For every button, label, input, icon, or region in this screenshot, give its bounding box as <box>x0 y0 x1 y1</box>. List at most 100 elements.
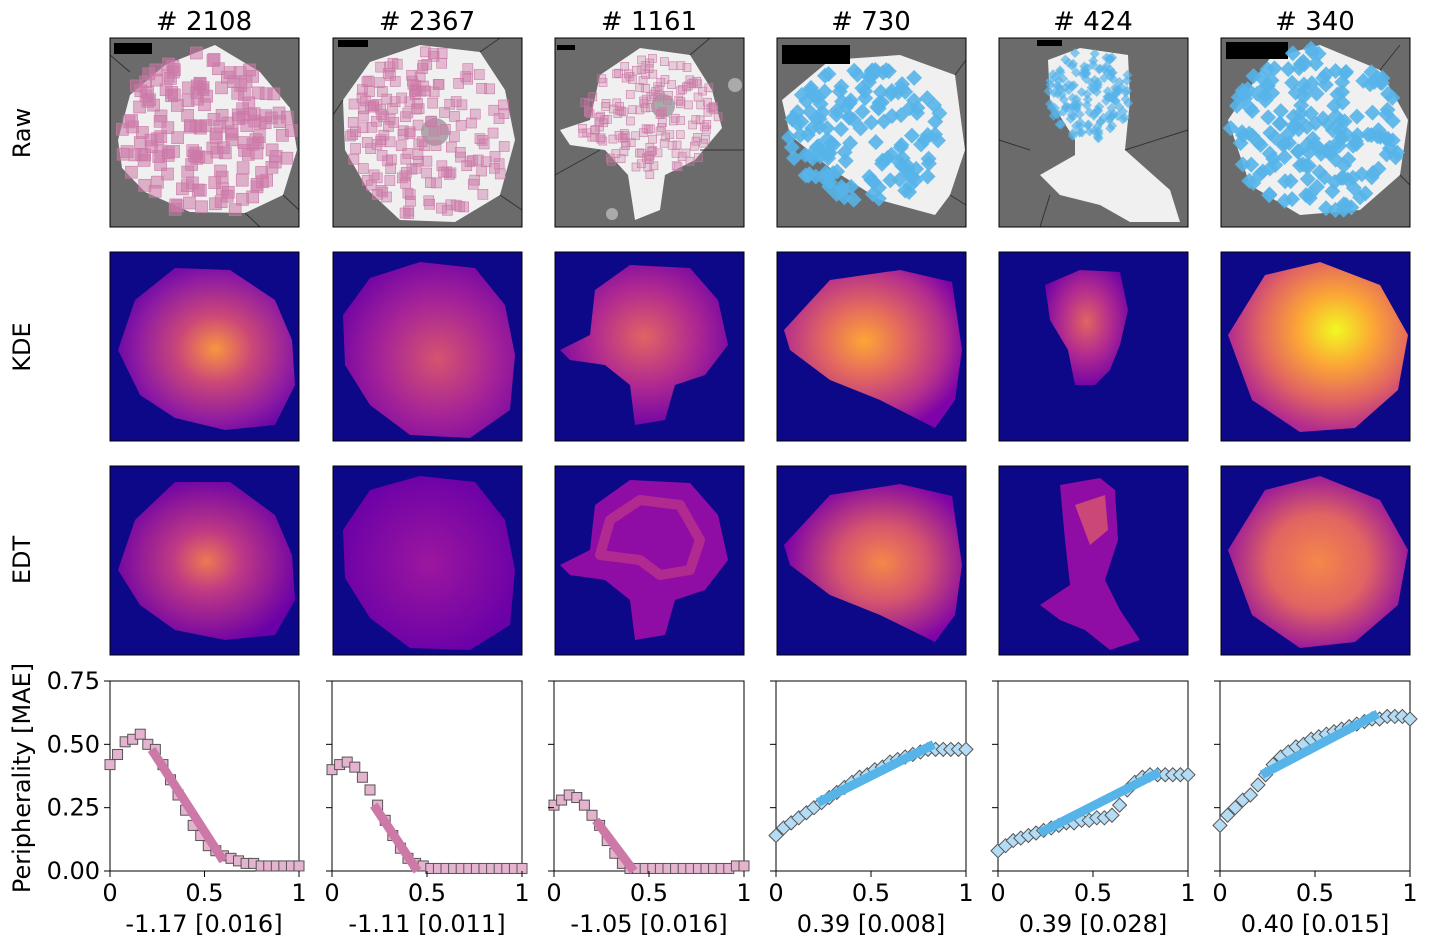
raw-point <box>820 66 837 83</box>
raw-point <box>1243 156 1260 173</box>
raw-point <box>1349 127 1366 144</box>
raw-point <box>440 123 451 135</box>
raw-point <box>1099 72 1110 83</box>
raw-point <box>907 172 924 189</box>
raw-point <box>193 183 207 197</box>
raw-point <box>236 102 250 116</box>
raw-point <box>631 131 640 141</box>
raw-point <box>427 97 439 109</box>
raw-point <box>1329 86 1346 103</box>
edt-panel-0 <box>109 465 300 656</box>
raw-point <box>417 63 428 74</box>
raw-point <box>449 111 460 122</box>
raw-point <box>689 78 698 88</box>
raw-point <box>400 111 411 123</box>
x-tick-label: 0.5 <box>1296 879 1334 907</box>
raw-panel-1 <box>332 37 523 228</box>
raw-point <box>828 102 845 119</box>
raw-point <box>929 132 946 149</box>
raw-point <box>357 163 369 174</box>
raw-point <box>854 80 871 97</box>
raw-point <box>831 83 848 100</box>
raw-point <box>409 89 421 100</box>
raw-point <box>376 150 388 161</box>
raw-point <box>584 107 593 117</box>
raw-point <box>1355 72 1372 89</box>
row-label-edt: EDT <box>8 536 36 585</box>
raw-point <box>446 141 457 153</box>
raw-point <box>400 178 411 189</box>
raw-point <box>621 138 631 148</box>
raw-point <box>366 121 378 133</box>
raw-point <box>367 101 379 113</box>
x-tick-label: 1 <box>1402 879 1417 907</box>
raw-point <box>438 166 449 178</box>
kde-panel-4 <box>998 251 1189 442</box>
panel-label-0: -1.17 [0.016] <box>125 910 282 938</box>
raw-point <box>200 151 213 164</box>
raw-points-4 <box>1043 48 1134 144</box>
data-point <box>1402 711 1418 727</box>
raw-point <box>1092 131 1103 142</box>
raw-point <box>704 83 714 93</box>
raw-point <box>387 103 398 114</box>
raw-point <box>1364 104 1381 121</box>
data-point <box>104 759 116 771</box>
raw-point <box>676 97 686 106</box>
raw-point <box>700 122 709 132</box>
raw-point <box>181 94 195 108</box>
x-tick-label: 0.5 <box>852 879 890 907</box>
raw-point <box>1048 110 1059 121</box>
raw-point <box>161 167 174 181</box>
raw-point <box>1092 77 1103 88</box>
raw-point <box>1084 107 1095 118</box>
raw-point <box>476 134 488 146</box>
raw-point <box>837 152 854 169</box>
raw-point <box>423 195 435 207</box>
raw-point <box>656 78 666 87</box>
raw-point <box>613 109 623 118</box>
raw-point <box>598 78 608 87</box>
raw-point <box>708 102 718 111</box>
y-tick-label: 0.75 <box>47 667 100 695</box>
raw-point <box>431 177 442 189</box>
raw-point <box>181 165 195 179</box>
raw-point <box>635 148 644 158</box>
raw-point <box>413 103 425 115</box>
raw-point <box>792 127 809 144</box>
raw-point <box>596 111 605 121</box>
raw-points-1 <box>345 46 510 219</box>
raw-point <box>389 96 401 107</box>
raw-point <box>620 62 630 71</box>
raw-point <box>616 154 626 163</box>
raw-point <box>709 105 719 115</box>
raw-point <box>456 99 468 111</box>
raw-point <box>1280 61 1297 78</box>
raw-panel-3 <box>776 37 967 228</box>
raw-point <box>867 61 884 78</box>
raw-point <box>161 69 175 83</box>
raw-point <box>646 92 656 102</box>
raw-point <box>642 153 651 163</box>
raw-point <box>350 143 361 154</box>
raw-point <box>1315 70 1332 87</box>
raw-point <box>643 162 653 172</box>
raw-point <box>814 104 831 121</box>
raw-point <box>150 73 163 87</box>
raw-point <box>648 69 658 79</box>
data-point <box>1111 797 1128 813</box>
raw-point <box>927 113 944 130</box>
raw-point <box>815 169 832 186</box>
raw-point <box>1315 110 1332 127</box>
data-point <box>134 728 146 740</box>
raw-point <box>1234 156 1251 173</box>
raw-point <box>869 99 886 116</box>
raw-point <box>436 202 447 214</box>
raw-point <box>1241 125 1258 142</box>
raw-point <box>599 118 608 128</box>
raw-point <box>1259 77 1276 94</box>
raw-point <box>1249 85 1266 102</box>
raw-point <box>236 161 250 175</box>
raw-point <box>439 107 450 118</box>
x-tick-label: 1 <box>1180 879 1195 907</box>
